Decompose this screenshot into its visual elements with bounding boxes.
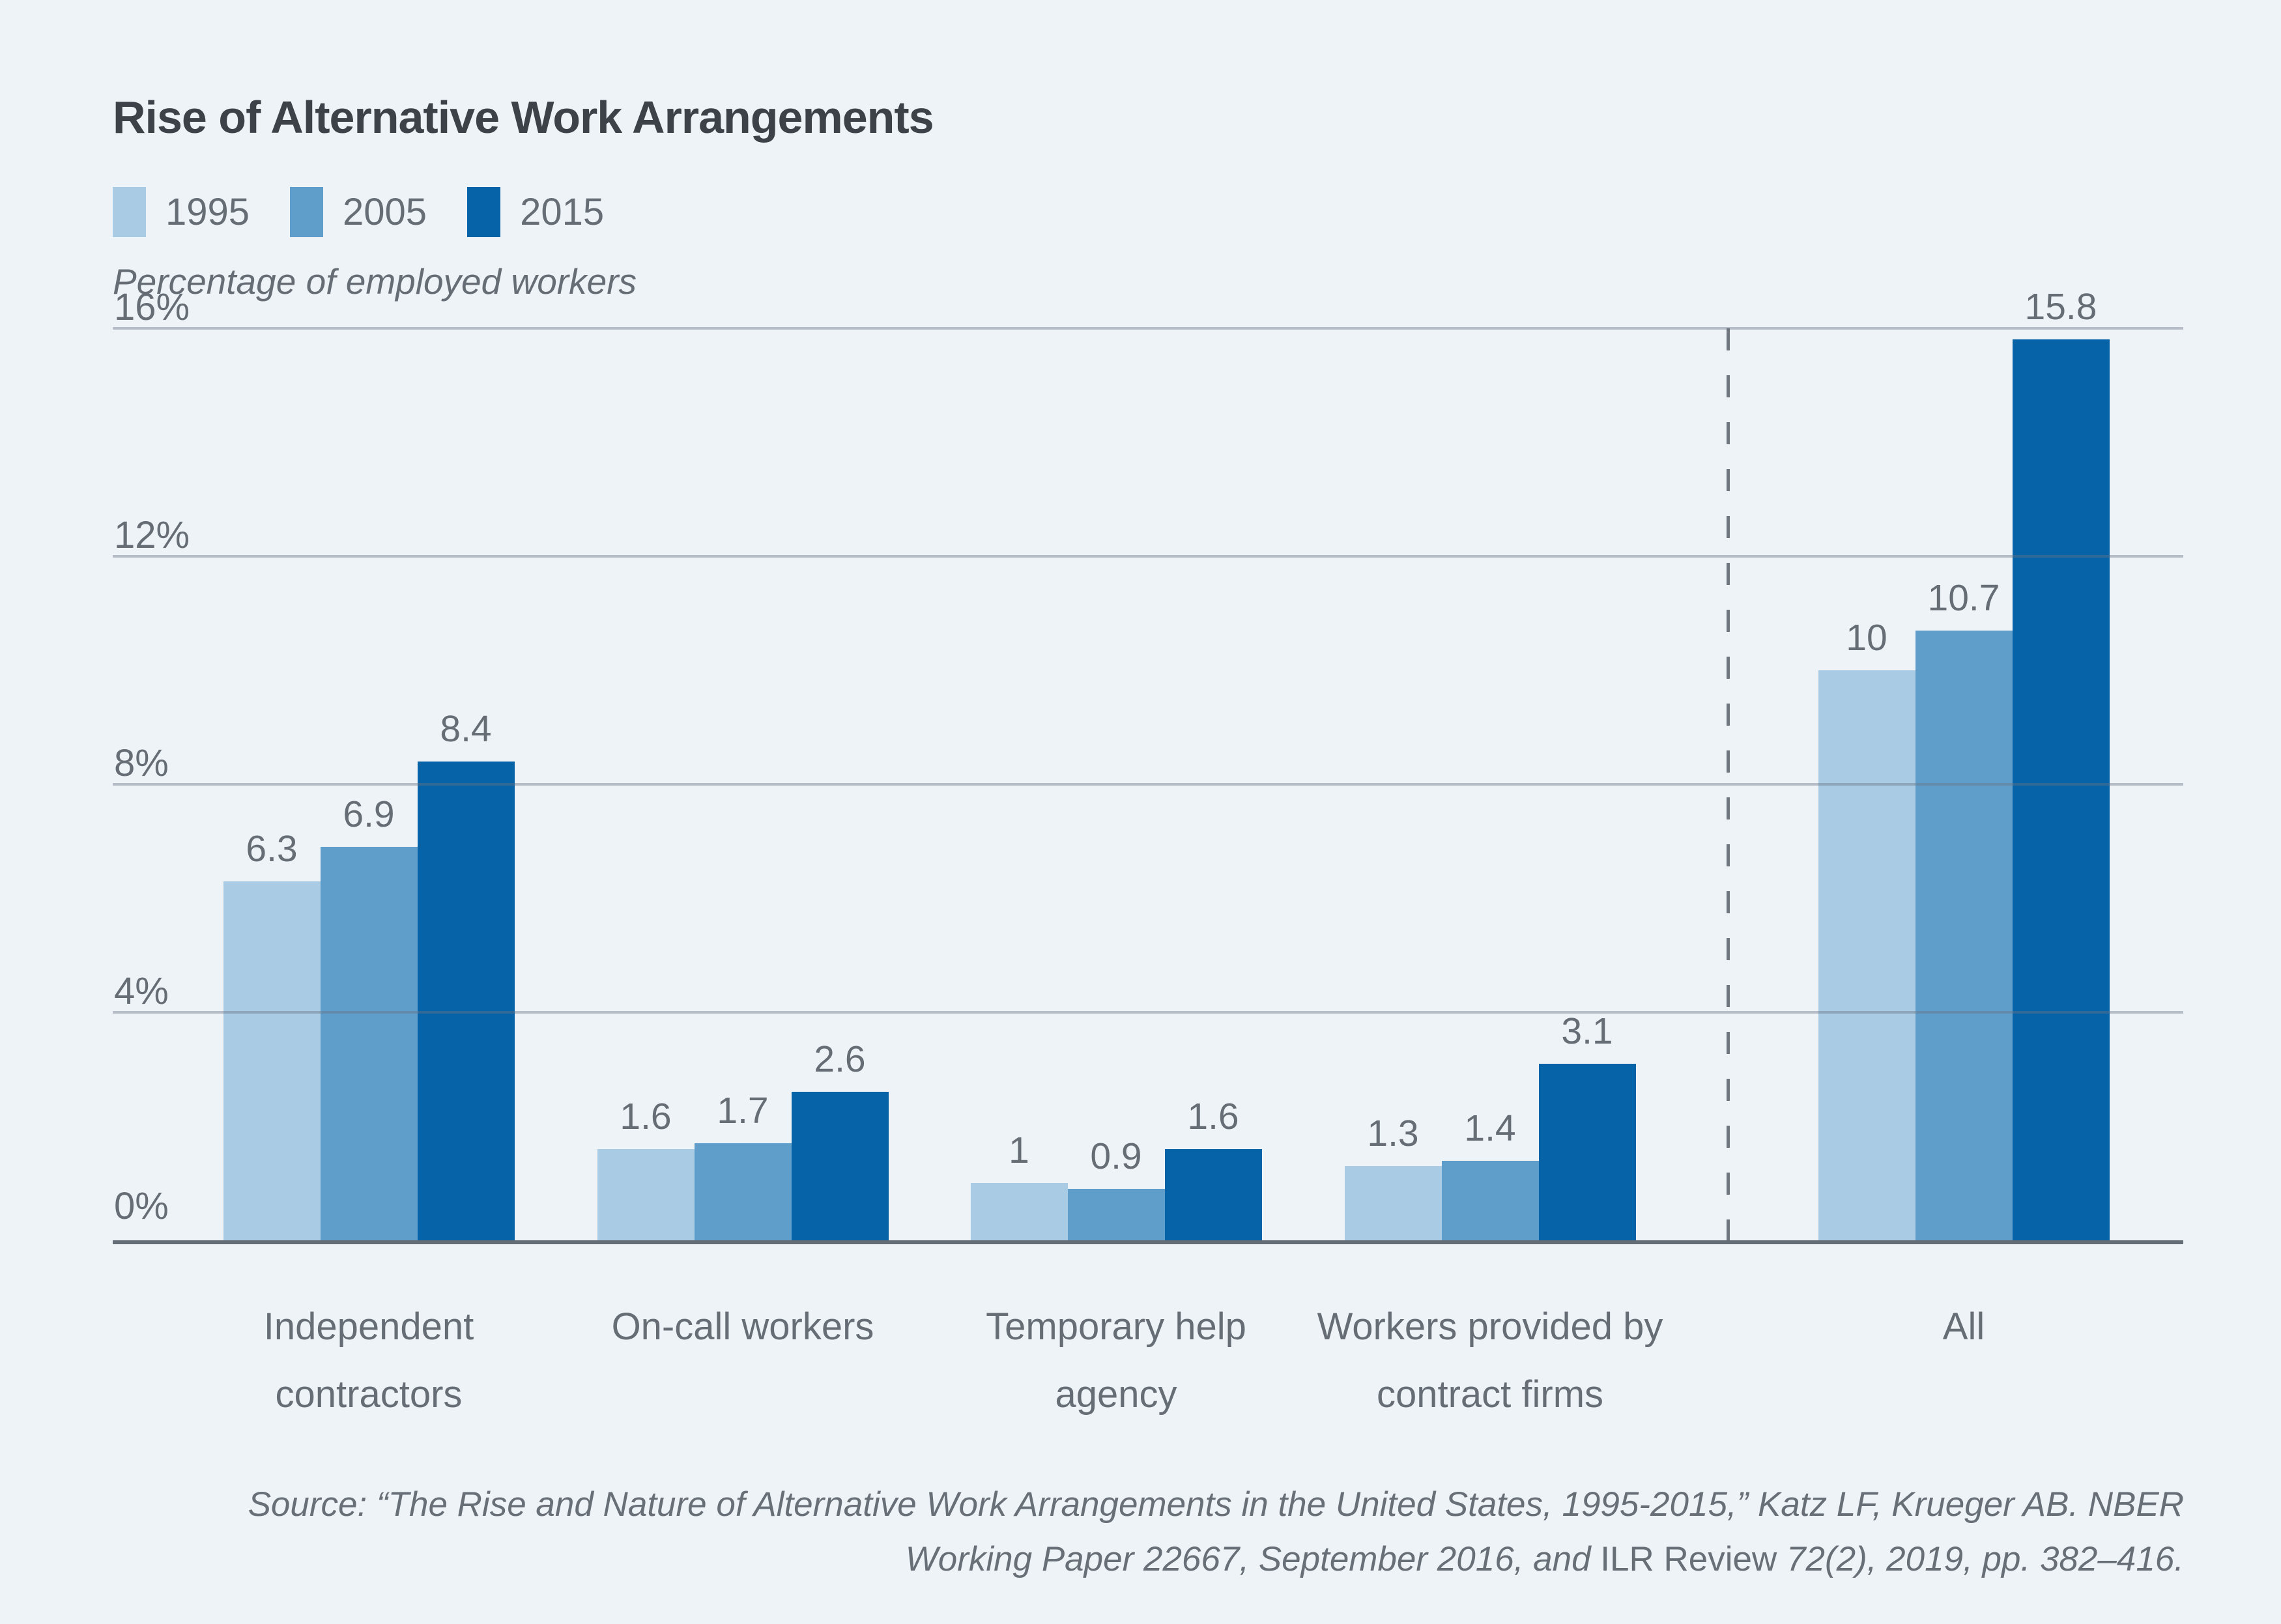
- category-label: Workers provided by contract firms: [1317, 1305, 1663, 1416]
- bar-1995: [1818, 670, 1915, 1240]
- bar-2005: [320, 847, 418, 1240]
- gridline-16%: [113, 327, 2183, 330]
- legend: 1995 2005 2015: [113, 186, 644, 237]
- legend-swatch-2005: [290, 186, 324, 237]
- bar-2005: [1915, 631, 2013, 1240]
- category-label: All: [1942, 1305, 1985, 1348]
- bar-value-label: 10: [1846, 617, 1887, 659]
- y-tick-label: 16%: [114, 286, 190, 328]
- bar-value-label: 1.6: [620, 1096, 672, 1137]
- source-line-1: Source: “The Rise and Nature of Alternat…: [248, 1485, 2184, 1524]
- bar-2005: [1441, 1161, 1539, 1240]
- legend-swatch-2015: [467, 186, 501, 237]
- bar-value-label: 6.3: [246, 828, 298, 870]
- bar-2015: [2012, 339, 2110, 1240]
- bar-1995: [1344, 1166, 1442, 1240]
- bar-value-label: 1.3: [1367, 1113, 1419, 1154]
- y-axis-note: Percentage of employed workers: [113, 261, 637, 302]
- gridline-12%: [113, 555, 2183, 558]
- bar-2005: [1067, 1189, 1165, 1240]
- bar-value-label: 1.7: [717, 1090, 769, 1132]
- source-note: Source: “The Rise and Nature of Alternat…: [99, 1477, 2184, 1587]
- bar-2015: [791, 1092, 889, 1240]
- divider-dashed: [1727, 328, 1730, 1240]
- gridline-8%: [113, 783, 2183, 786]
- journal-name: ILR Review: [1600, 1540, 1777, 1578]
- legend-label: 2005: [343, 190, 427, 233]
- y-tick-label: 8%: [114, 742, 169, 784]
- gridline-4%: [113, 1011, 2183, 1014]
- y-tick-label: 12%: [114, 514, 190, 556]
- bar-1995: [597, 1149, 695, 1240]
- legend-label: 1995: [165, 190, 250, 233]
- legend-swatch-1995: [113, 186, 146, 237]
- legend-item-1995: 1995: [113, 186, 250, 237]
- bar-value-label: 0.9: [1090, 1135, 1142, 1177]
- bar-value-label: 2.6: [814, 1038, 866, 1080]
- y-tick-label: 4%: [114, 970, 169, 1012]
- page-title: Rise of Alternative Work Arrangements: [113, 92, 934, 143]
- bar-2015: [1538, 1064, 1636, 1240]
- bar-2015: [417, 762, 515, 1240]
- bar-value-label: 6.9: [343, 793, 395, 835]
- category-label: Independent contractors: [263, 1305, 474, 1416]
- bar-1995: [223, 881, 321, 1240]
- bar-value-label: 1.4: [1464, 1107, 1516, 1149]
- bar-value-label: 1.6: [1187, 1096, 1239, 1137]
- bar-1995: [970, 1183, 1068, 1240]
- category-label: On-call workers: [611, 1305, 874, 1348]
- bar-value-label: 1: [1009, 1130, 1029, 1171]
- legend-item-2015: 2015: [467, 186, 605, 237]
- bar-value-label: 10.7: [1927, 577, 2000, 619]
- category-label: Temporary help agency: [986, 1305, 1246, 1416]
- bar-2015: [1164, 1149, 1262, 1240]
- y-tick-label: 0%: [114, 1185, 169, 1227]
- source-line-2: Working Paper 22667, September 2016, and…: [905, 1540, 2184, 1578]
- x-axis-line: [113, 1240, 2183, 1244]
- bar-2005: [694, 1143, 792, 1240]
- legend-item-2005: 2005: [290, 186, 427, 237]
- bar-value-label: 3.1: [1561, 1010, 1613, 1052]
- legend-label: 2015: [520, 190, 605, 233]
- bar-value-label: 8.4: [440, 708, 492, 750]
- bar-value-label: 15.8: [2024, 286, 2097, 328]
